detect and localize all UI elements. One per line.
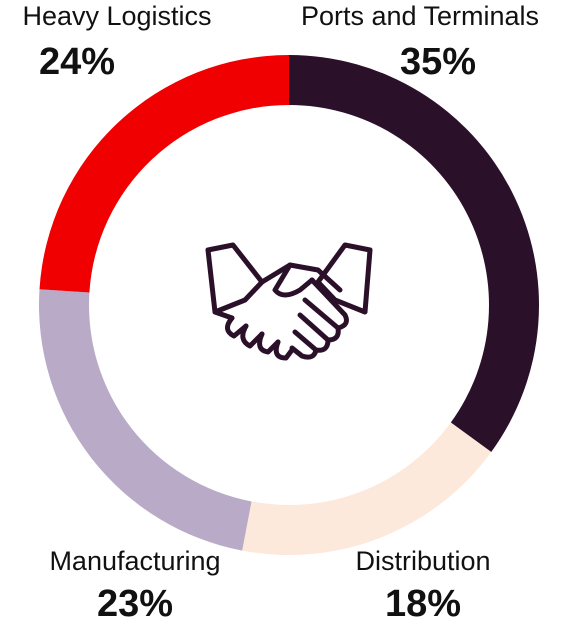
category-label: Manufacturing [49, 546, 220, 576]
value-label: 18% [385, 583, 461, 625]
category-label: Heavy Logistics [22, 1, 211, 31]
value-label: 24% [39, 41, 115, 83]
category-label: Distribution [355, 546, 490, 576]
donut-slice [39, 55, 289, 293]
category-label: Ports and Terminals [301, 1, 539, 31]
donut [38, 55, 539, 555]
value-label: 35% [400, 41, 476, 83]
handshake-icon [205, 242, 373, 361]
donut-slice [242, 422, 492, 555]
donut-slice [38, 289, 252, 551]
donut-slice [289, 55, 539, 452]
value-label: 23% [97, 583, 173, 625]
